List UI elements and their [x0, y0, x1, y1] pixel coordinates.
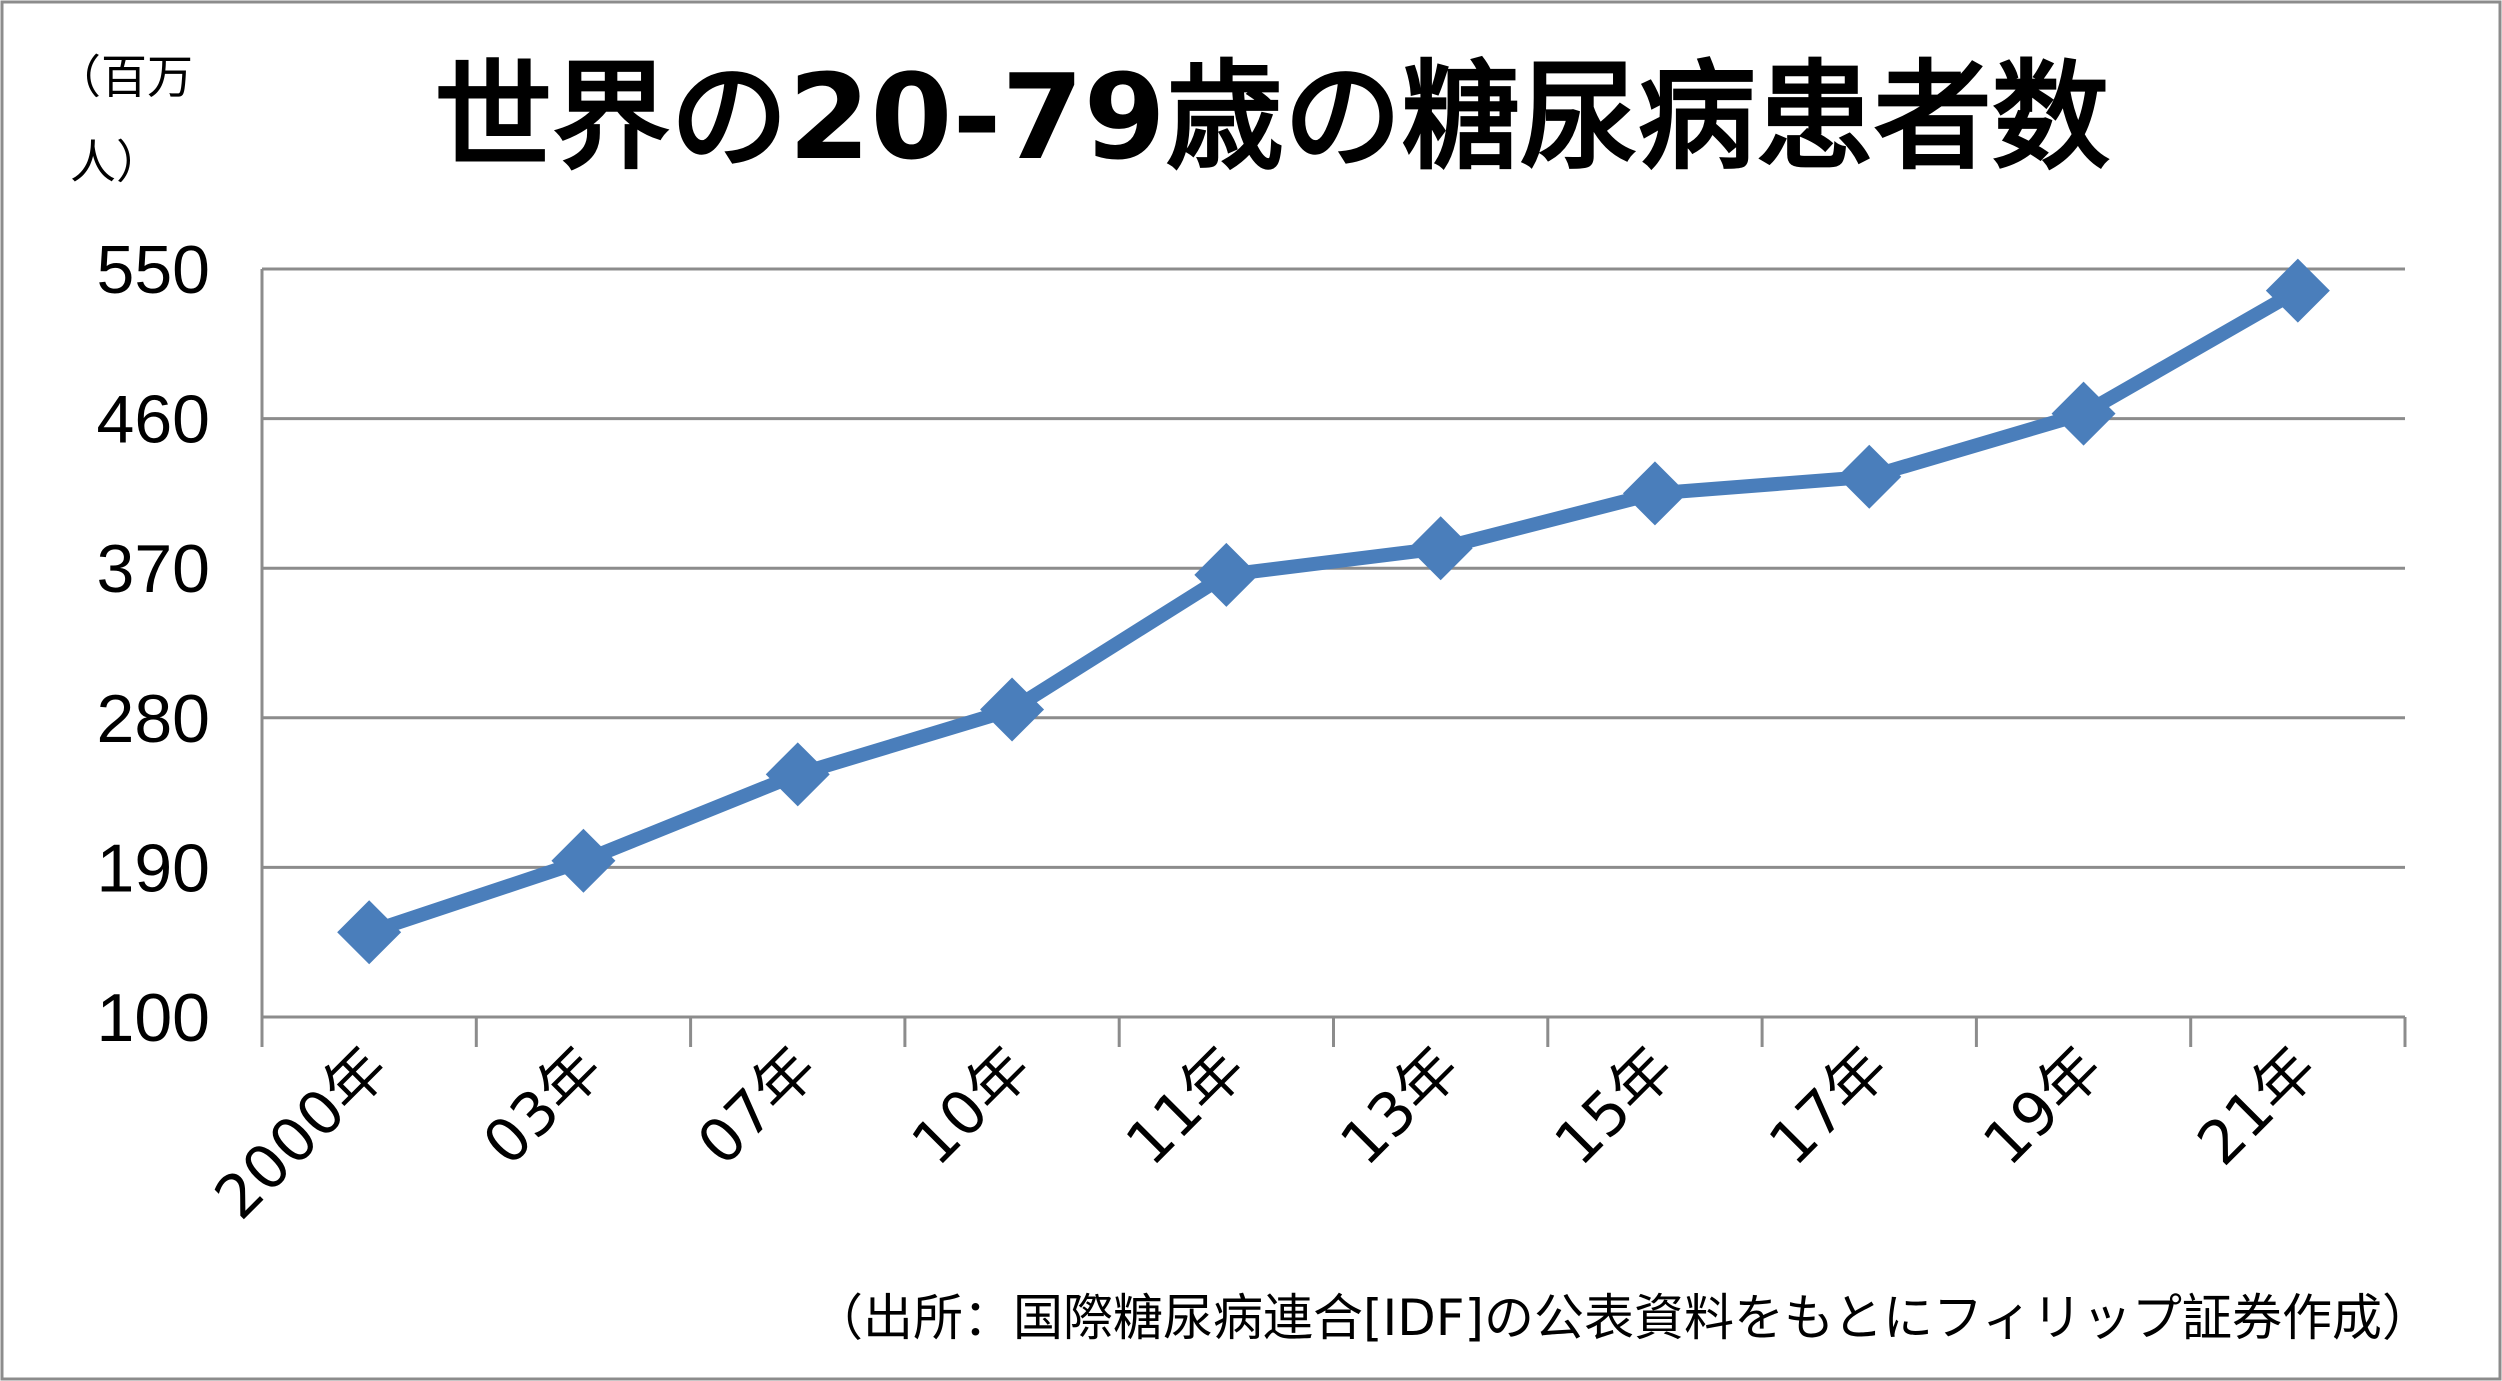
data-point-marker — [2265, 258, 2330, 323]
data-point-marker — [1194, 542, 1259, 607]
data-point-marker — [1622, 461, 1687, 526]
data-point-marker — [551, 828, 616, 893]
axes — [260, 269, 2407, 1047]
y-tick-label: 460 — [97, 382, 210, 458]
y-axis-tick-labels: 100 190 280 370 460 550 — [97, 232, 210, 1056]
data-point-marker — [980, 677, 1045, 742]
y-tick-label: 550 — [97, 232, 210, 308]
unit-label-line1: （百万 — [55, 50, 193, 104]
series-line — [362, 283, 2305, 940]
data-point-marker — [1408, 516, 1473, 581]
data-point-marker — [2051, 381, 2116, 446]
data-point-marker — [337, 900, 402, 965]
y-tick-label: 100 — [97, 980, 210, 1056]
data-point-marker — [1837, 444, 1902, 509]
data-point-marker — [765, 742, 830, 807]
source-note: （出所：国際糖尿病連合[IDF]の公表資料をもとにフィリップ証券作成） — [813, 1289, 2432, 1347]
y-tick-label: 190 — [97, 830, 210, 906]
chart-title: 世界の20-79歳の糖尿病患者数 — [434, 48, 2109, 186]
y-tick-label: 370 — [97, 531, 210, 607]
y-tick-label: 280 — [97, 681, 210, 757]
unit-label-line2: 人） — [70, 135, 162, 189]
data-series — [337, 258, 2330, 965]
